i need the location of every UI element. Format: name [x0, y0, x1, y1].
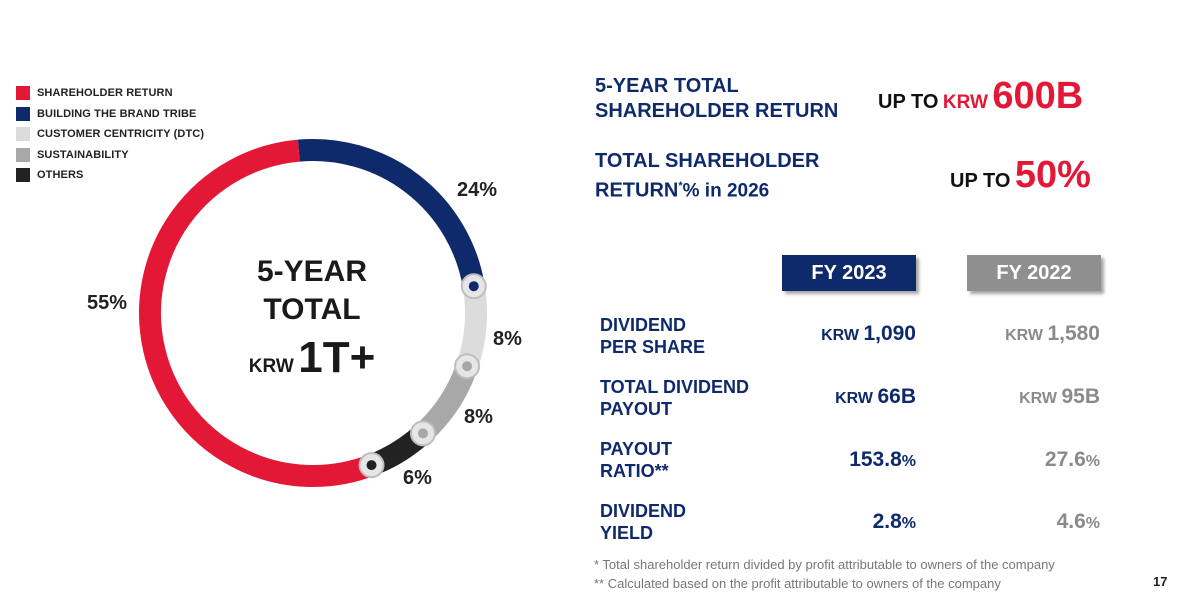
legend-label: BUILDING THE BRAND TRIBE: [37, 107, 197, 120]
legend-swatch: [16, 147, 30, 162]
row-label-dividend-yield: DIVIDEND YIELD: [600, 500, 686, 544]
value-fy2023: KRW 66B: [716, 385, 916, 409]
headline-line: TOTAL SHAREHOLDER: [595, 150, 820, 172]
donut-center-line2: TOTAL: [263, 293, 361, 326]
segment-boundary-dot: [468, 281, 479, 292]
legend-swatch: [16, 86, 30, 101]
legend-swatch: [16, 168, 30, 183]
value-fy2022: 27.6%: [900, 448, 1100, 472]
column-header-fy2023: FY 2023: [782, 255, 916, 291]
value-number: 4.6: [1056, 510, 1086, 533]
segment-boundary-dot: [462, 361, 473, 372]
donut-center-line1: 5-YEAR: [256, 255, 368, 288]
value-suffix: %: [1085, 453, 1100, 470]
row-label-line: RATIO**: [600, 461, 669, 481]
footnote-1: * Total shareholder return divided by pr…: [594, 557, 1055, 572]
value-fy2022: KRW 1,580: [900, 322, 1100, 346]
page-number: 17: [1153, 574, 1168, 589]
row-label-line: TOTAL DIVIDEND: [600, 377, 750, 397]
value-number: 2.8: [872, 510, 902, 533]
value-prefix: KRW: [1019, 390, 1058, 407]
value-number: 1,090: [863, 322, 916, 345]
headline-line: SHAREHOLDER RETURN: [595, 100, 839, 122]
headline-5yr-total-return: 5-YEAR TOTAL SHAREHOLDER RETURN: [595, 74, 838, 124]
row-label-line: PAYOUT: [600, 439, 673, 459]
value-number: 95B: [1061, 385, 1100, 408]
value-prefix: UP TO: [878, 91, 939, 113]
slice-label-customer-centricity: 8%: [493, 328, 522, 350]
value-fy2022: 4.6%: [900, 510, 1100, 534]
row-label-payout-ratio: PAYOUT RATIO**: [600, 438, 672, 482]
legend-item: BUILDING THE BRAND TRIBE: [16, 104, 204, 125]
headline-line-suffix: % in 2026: [682, 180, 770, 202]
donut-slice-shareholder-return: [139, 139, 376, 487]
footnote-2: ** Calculated based on the profit attrib…: [594, 576, 1001, 591]
value-fy2022: KRW 95B: [900, 385, 1100, 409]
headline-line: RETURN: [595, 179, 679, 202]
segment-boundary-dot: [366, 460, 377, 471]
legend-item: OTHERS: [16, 165, 204, 186]
footnote-marker: *: [678, 180, 683, 192]
legend-swatch: [16, 127, 30, 142]
donut-chart: [139, 139, 487, 487]
value-fy2023: 153.8%: [716, 448, 916, 472]
chart-legend: SHAREHOLDER RETURN BUILDING THE BRAND TR…: [16, 83, 204, 186]
value-number: 1,580: [1047, 322, 1100, 345]
value-prefix: KRW: [821, 327, 859, 344]
slice-label-sustainability: 8%: [464, 406, 493, 428]
donut-slice-brand-tribe: [297, 139, 485, 289]
value-amount: 600B: [992, 75, 1084, 117]
legend-item: CUSTOMER CENTRICITY (DTC): [16, 124, 204, 145]
row-label-total-dividend-payout: TOTAL DIVIDEND PAYOUT: [600, 376, 749, 420]
legend-label: SUSTAINABILITY: [37, 148, 129, 161]
segment-boundary-dot: [417, 428, 428, 439]
legend-label: CUSTOMER CENTRICITY (DTC): [37, 128, 205, 141]
row-label-line: PAYOUT: [600, 399, 673, 419]
headline-tsr-value: UP TO 50%: [950, 154, 1091, 197]
donut-center-total: KRW 1T+: [212, 333, 412, 383]
legend-item: SUSTAINABILITY: [16, 145, 204, 166]
value-fy2023: 2.8%: [716, 510, 916, 534]
legend-swatch: [16, 106, 30, 121]
legend-label: OTHERS: [37, 169, 84, 182]
donut-center-amount: 1T+: [298, 333, 376, 382]
legend-item: SHAREHOLDER RETURN: [16, 83, 204, 104]
value-number: 153.8: [849, 448, 902, 471]
headline-line: 5-YEAR TOTAL: [595, 75, 739, 97]
headline-tsr-2026: TOTAL SHAREHOLDER RETURN*% in 2026: [595, 149, 819, 204]
donut-center-currency: KRW: [248, 356, 294, 377]
row-label-line: DIVIDEND: [600, 501, 687, 521]
column-header-fy2022: FY 2022: [967, 255, 1101, 291]
value-number: 66B: [877, 385, 916, 408]
slice-label-shareholder-return: 55%: [87, 292, 128, 314]
value-prefix: UP TO: [950, 170, 1011, 192]
value-amount: 50%: [1014, 154, 1091, 196]
slice-label-brand-tribe: 24%: [457, 179, 498, 201]
value-suffix: %: [901, 515, 916, 532]
value-fy2023: KRW 1,090: [716, 322, 916, 346]
value-number: 27.6: [1044, 448, 1086, 471]
value-suffix: %: [1085, 515, 1100, 532]
headline-5yr-value: UP TO KRW 600B: [878, 75, 1083, 118]
value-prefix: KRW: [835, 390, 874, 407]
row-label-line: YIELD: [600, 523, 654, 543]
value-suffix: %: [901, 453, 916, 470]
row-label-dividend-per-share: DIVIDEND PER SHARE: [600, 314, 705, 358]
slice-label-others: 6%: [403, 467, 432, 489]
row-label-line: PER SHARE: [600, 337, 706, 357]
row-label-line: DIVIDEND: [600, 315, 687, 335]
value-prefix: KRW: [1005, 327, 1043, 344]
legend-label: SHAREHOLDER RETURN: [37, 87, 173, 100]
value-currency: KRW: [942, 92, 988, 113]
